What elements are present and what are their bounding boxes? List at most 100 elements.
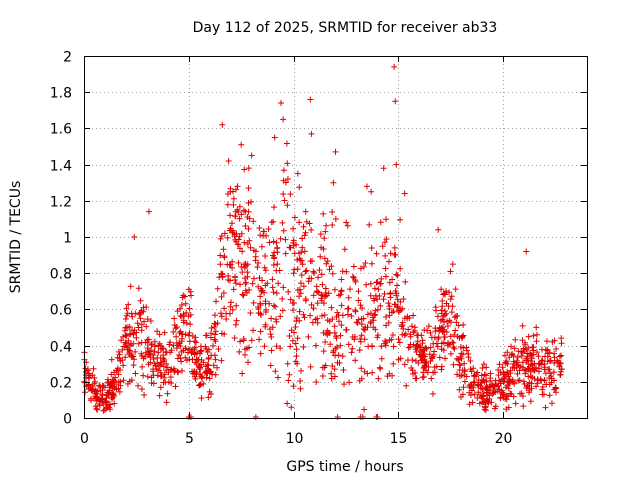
data-point <box>285 288 292 295</box>
data-point <box>298 272 305 279</box>
data-point <box>545 366 552 373</box>
data-point <box>274 261 281 268</box>
data-point <box>551 354 558 361</box>
data-point <box>218 233 225 240</box>
data-point <box>245 165 252 172</box>
data-point <box>262 300 269 307</box>
data-point <box>272 303 279 310</box>
data-point <box>310 292 317 299</box>
data-point <box>427 358 434 365</box>
data-point <box>496 361 503 368</box>
data-point <box>293 315 300 322</box>
data-point <box>490 386 497 393</box>
data-point <box>277 345 284 352</box>
data-point <box>157 373 164 380</box>
data-point <box>294 335 301 342</box>
data-point <box>357 302 364 309</box>
data-point <box>229 306 236 313</box>
data-point <box>512 400 519 407</box>
data-point <box>391 251 398 258</box>
data-point <box>294 286 301 293</box>
data-point <box>401 361 408 368</box>
data-point <box>177 305 184 312</box>
data-point <box>437 317 444 324</box>
data-point <box>315 289 322 296</box>
data-point <box>277 313 284 320</box>
data-point <box>273 290 280 297</box>
data-point <box>113 386 120 393</box>
data-point <box>230 286 237 293</box>
data-point <box>524 353 531 360</box>
y-tick-label: 0.6 <box>50 303 72 319</box>
data-point <box>280 227 287 234</box>
data-point <box>529 344 536 351</box>
data-point <box>528 380 535 387</box>
data-point <box>468 368 475 375</box>
data-point <box>407 341 414 348</box>
data-point <box>526 389 533 396</box>
data-point <box>476 400 483 407</box>
data-point <box>321 293 328 300</box>
data-point <box>241 351 248 358</box>
data-point <box>381 239 388 246</box>
data-point <box>164 390 171 397</box>
data-point <box>231 335 238 342</box>
data-point <box>331 323 338 330</box>
data-point <box>524 350 531 357</box>
data-point <box>246 215 253 222</box>
data-point <box>189 333 196 340</box>
data-point <box>339 268 346 275</box>
data-point <box>120 377 127 384</box>
data-point <box>264 280 271 287</box>
data-point <box>481 371 488 378</box>
data-point <box>214 364 221 371</box>
data-point <box>108 371 115 378</box>
data-point <box>258 243 265 250</box>
data-point <box>299 261 306 268</box>
data-point <box>287 343 294 350</box>
data-point <box>324 258 331 265</box>
data-point <box>371 297 378 304</box>
data-point <box>408 323 415 330</box>
data-point <box>387 250 394 257</box>
data-point <box>122 354 129 361</box>
data-point <box>352 308 359 315</box>
data-point <box>127 331 134 338</box>
data-point <box>290 242 297 249</box>
data-point <box>378 343 385 350</box>
data-point <box>214 320 221 327</box>
data-point <box>362 260 369 267</box>
data-point <box>345 341 352 348</box>
data-point <box>241 239 248 246</box>
data-point <box>203 345 210 352</box>
data-point <box>302 208 309 215</box>
data-point <box>421 364 428 371</box>
data-point <box>269 284 276 291</box>
data-point <box>373 279 380 286</box>
data-point <box>452 327 459 334</box>
data-point <box>230 188 237 195</box>
data-point <box>122 332 129 339</box>
data-point <box>307 258 314 265</box>
data-point <box>263 307 270 314</box>
data-point <box>257 328 264 335</box>
data-point <box>242 346 249 353</box>
data-point <box>344 311 351 318</box>
data-point <box>235 259 242 266</box>
data-point <box>465 354 472 361</box>
data-point <box>273 318 280 325</box>
data-point <box>425 323 432 330</box>
data-points <box>81 63 565 420</box>
data-point <box>506 354 513 361</box>
data-point <box>331 329 338 336</box>
data-point <box>467 358 474 365</box>
data-point <box>191 350 198 357</box>
data-point <box>236 348 243 355</box>
y-axis-label: SRMTID / TECUs <box>8 181 24 294</box>
data-point <box>319 372 326 379</box>
data-point <box>89 383 96 390</box>
data-point <box>364 311 371 318</box>
data-point <box>501 378 508 385</box>
data-point <box>413 349 420 356</box>
data-point <box>533 349 540 356</box>
